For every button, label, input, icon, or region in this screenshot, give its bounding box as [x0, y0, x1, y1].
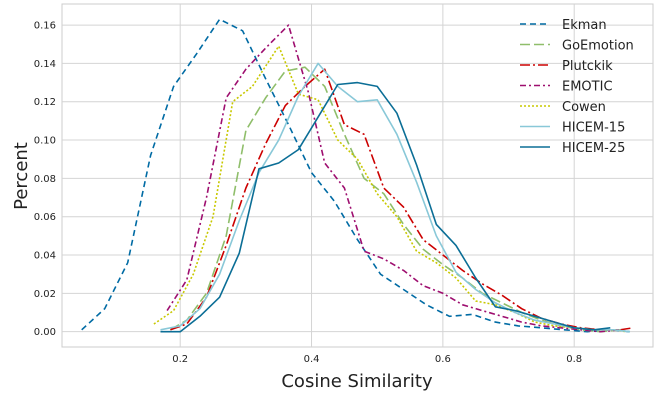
x-tick-label: 0.8	[566, 354, 582, 365]
x-tick-label: 0.6	[435, 354, 451, 365]
x-ticks: 0.2 0.4 0.6 0.8	[172, 354, 582, 365]
x-tick-label: 0.2	[172, 354, 188, 365]
x-axis-label: Cosine Similarity	[281, 371, 433, 392]
series-line-goemotion	[169, 66, 621, 333]
series-layer	[81, 18, 634, 333]
legend-label-cowen: Cowen	[562, 100, 606, 115]
y-axis-label: Percent	[11, 142, 32, 210]
y-tick-label: 0.10	[34, 136, 56, 147]
y-tick-label: 0.16	[34, 21, 56, 32]
y-tick-label: 0.02	[34, 289, 56, 300]
grid	[62, 4, 653, 347]
series-line-hicem-25	[160, 81, 611, 333]
y-tick-label: 0.14	[34, 59, 56, 70]
legend: Ekman GoEmotion Plutckik EMOTIC Cowen HICEM-1…	[520, 18, 634, 156]
legend-label-hicem-25: HICEM-25	[562, 141, 625, 156]
legend-label-ekman: Ekman	[562, 18, 607, 33]
y-tick-label: 0.00	[34, 327, 56, 338]
y-tick-label: 0.12	[34, 97, 56, 108]
legend-label-plutckik: Plutckik	[562, 59, 613, 74]
legend-label-goemotion: GoEmotion	[562, 39, 634, 54]
y-tick-label: 0.06	[34, 212, 56, 223]
legend-label-emotic: EMOTIC	[562, 80, 613, 95]
y-tick-label: 0.04	[34, 251, 56, 262]
series-line-ekman	[81, 18, 631, 333]
y-tick-label: 0.08	[34, 174, 56, 185]
legend-label-hicem-15: HICEM-15	[562, 121, 625, 136]
x-tick-label: 0.4	[304, 354, 320, 365]
series-line-plutckik	[170, 68, 634, 331]
plot-area	[61, 3, 654, 348]
series-line-hicem-15	[160, 62, 631, 333]
series-line-emotic	[166, 24, 621, 333]
y-ticks: 0.00 0.02 0.04 0.06 0.08 0.10 0.12 0.14 0.16	[34, 21, 56, 339]
